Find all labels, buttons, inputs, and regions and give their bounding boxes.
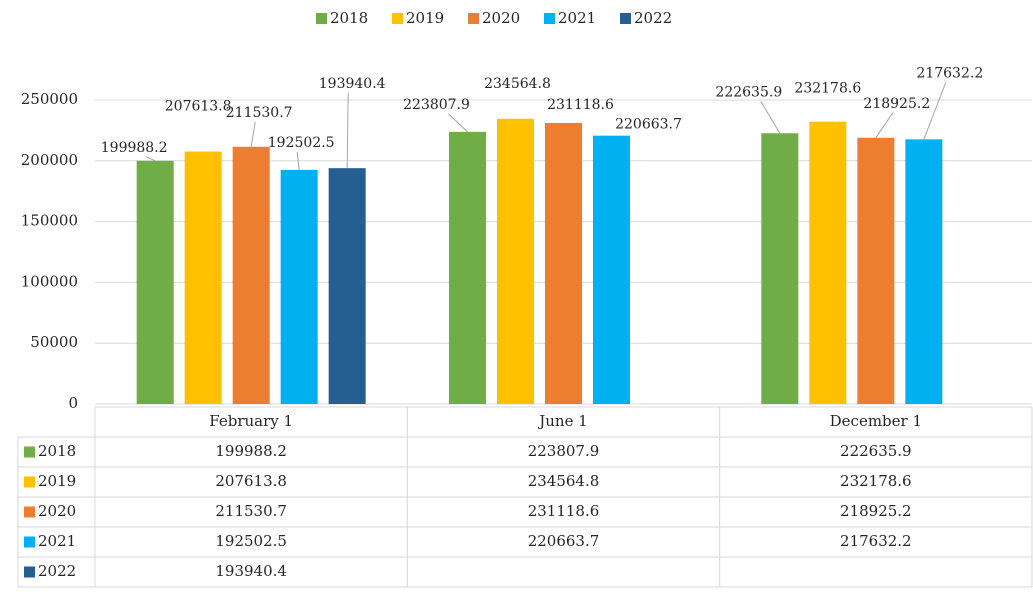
table-legend-key [24, 446, 35, 458]
table-cell: 193940.4 [215, 562, 287, 580]
table-cell: 223807.9 [528, 442, 600, 460]
leader-line [923, 82, 947, 140]
y-tick-label: 0 [68, 394, 78, 412]
leader-line [250, 121, 256, 147]
bar [545, 122, 582, 405]
bar [328, 168, 366, 404]
data-label: 231118.6 [547, 97, 614, 113]
bar [593, 135, 630, 404]
table-cell: 220663.7 [528, 532, 600, 550]
table-header: June 1 [537, 412, 588, 430]
table-cell: 192502.5 [215, 532, 287, 550]
data-label: 223807.9 [403, 97, 470, 113]
table-cell: 217632.2 [840, 532, 912, 550]
table-cell: 234564.8 [528, 472, 600, 490]
table-header: February 1 [209, 412, 293, 430]
table-row-label: 2020 [38, 502, 76, 520]
data-label: 207613.8 [165, 99, 232, 115]
table-cell: 199988.2 [215, 442, 287, 460]
data-label: 193940.4 [319, 76, 386, 92]
table-header: December 1 [830, 412, 922, 430]
data-label: 218925.2 [863, 96, 930, 112]
legend-label: 2020 [482, 9, 520, 27]
table-cell: 232178.6 [840, 472, 912, 490]
table-legend-key [24, 566, 35, 578]
data-label: 222635.9 [715, 84, 782, 100]
y-tick-label: 250000 [21, 90, 78, 108]
leader-line [346, 93, 349, 169]
data-label: 234564.8 [484, 76, 551, 92]
table-cell: 222635.9 [840, 442, 912, 460]
table-cell: 231118.6 [528, 502, 600, 520]
table-cell: 218925.2 [840, 502, 912, 520]
table-legend-key [24, 476, 35, 488]
table-cell: 207613.8 [215, 472, 287, 490]
data-label: 192502.5 [268, 135, 335, 151]
y-tick-label: 150000 [21, 212, 78, 230]
legend-key [468, 13, 479, 24]
leader-line [448, 113, 468, 133]
leader-line [145, 156, 156, 162]
table-cell: 211530.7 [215, 502, 287, 520]
bar [232, 146, 270, 404]
legend-label: 2022 [634, 9, 672, 27]
table-row-label: 2019 [38, 472, 76, 490]
bar [449, 131, 486, 404]
bar [809, 121, 847, 404]
bar [761, 133, 799, 404]
y-tick-label: 50000 [30, 333, 78, 351]
bar [280, 169, 318, 404]
y-tick-label: 100000 [21, 272, 78, 290]
leader-line [875, 112, 894, 139]
table-row-label: 2018 [38, 442, 76, 460]
table-row-label: 2021 [38, 532, 76, 550]
table-legend-key [24, 536, 35, 548]
data-label: 217632.2 [916, 65, 983, 81]
legend-key [392, 13, 403, 24]
data-label: 232178.6 [794, 81, 861, 97]
y-tick-label: 200000 [21, 151, 78, 169]
legend-label: 2019 [406, 9, 444, 27]
leader-line [760, 101, 781, 134]
data-label: 211530.7 [226, 105, 293, 121]
legend-label: 2018 [330, 9, 368, 27]
bar [905, 139, 943, 404]
legend-key [620, 13, 631, 24]
table-row-label: 2022 [38, 562, 76, 580]
bar [857, 137, 895, 404]
bar [136, 160, 174, 404]
legend-key [544, 13, 555, 24]
legend-key [316, 13, 327, 24]
table-legend-key [24, 506, 35, 518]
legend-label: 2021 [558, 9, 596, 27]
bar [497, 118, 534, 405]
data-label: 220663.7 [615, 117, 682, 133]
leader-line [296, 151, 300, 170]
bar [184, 151, 222, 404]
data-label: 199988.2 [101, 140, 168, 156]
